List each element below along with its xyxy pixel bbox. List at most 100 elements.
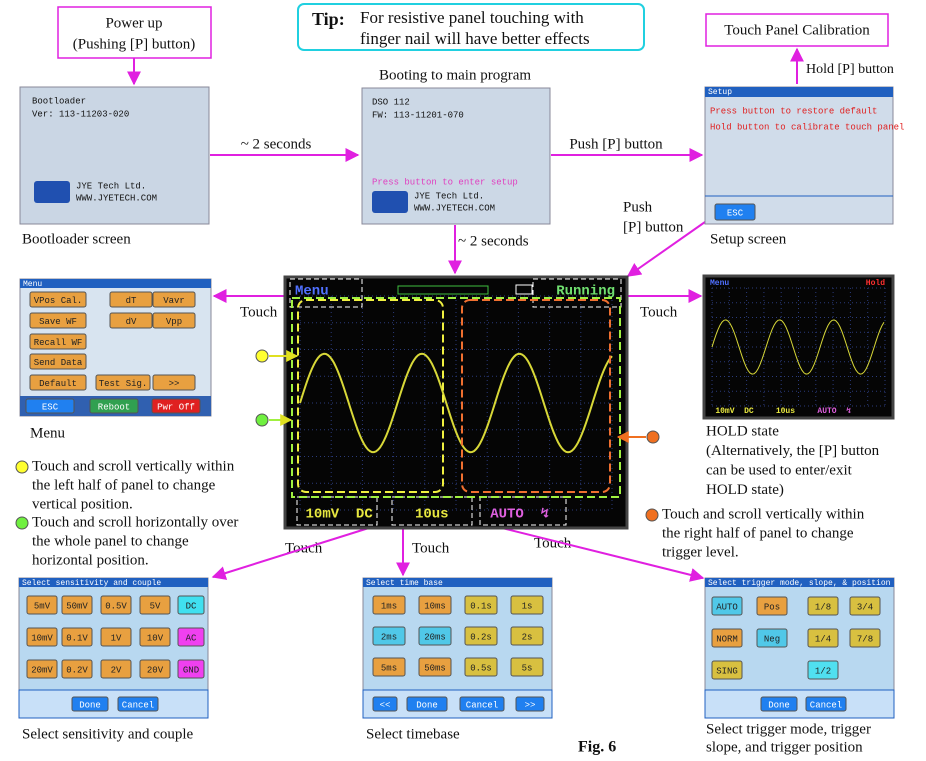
label: WWW.JYETECH.COM (414, 203, 495, 213)
button-label: 1/8 (815, 602, 831, 612)
label: Hold (866, 279, 885, 288)
button-label: Done (79, 700, 101, 710)
button-label: 1/4 (815, 634, 831, 644)
label: Fig. 6 (578, 739, 616, 756)
button-label: 20mV (31, 665, 53, 675)
button-label: 50mV (66, 601, 88, 611)
button-label: Done (768, 700, 790, 710)
figure: Tip: For resistive panel touching with fin… (0, 0, 926, 761)
button-label: 0.5V (105, 601, 127, 611)
button-label: dV (126, 317, 137, 327)
green-dot (256, 414, 268, 426)
label: the right half of panel to change (662, 525, 854, 541)
label: Touch and scroll vertically within (32, 458, 235, 474)
label: vertical position. (32, 496, 133, 512)
button-label: 5mV (34, 601, 51, 611)
orange-dot (647, 431, 659, 443)
button-label: 0.2V (66, 665, 88, 675)
button-label: Neg (764, 634, 780, 644)
label: Touch (412, 540, 450, 556)
label: Setup (708, 88, 732, 97)
label: Setup screen (710, 231, 787, 247)
button-label: NORM (716, 634, 738, 644)
button-label: Send Data (34, 358, 83, 368)
label: Ver: 113-11203-020 (32, 109, 129, 119)
button-label: 2s (522, 632, 533, 642)
label: Press button to restore default (710, 106, 877, 116)
label: Select trigger mode, trigger (706, 721, 871, 737)
label: slope, and trigger position (706, 739, 863, 755)
label: can be used to enter/exit (706, 462, 853, 478)
label: DSO 112 (372, 97, 410, 107)
button-label: 20V (147, 665, 164, 675)
label: Menu (710, 279, 729, 288)
green-dot (16, 517, 28, 529)
button-label: 0.1V (66, 633, 88, 643)
orange-dot (646, 509, 658, 521)
label: 10mV DC (715, 407, 754, 416)
button-label: 10V (147, 633, 164, 643)
label: Tip: (312, 9, 345, 29)
label: Push (623, 199, 653, 215)
label: Select timebase (366, 726, 460, 742)
button-label: 10mV (31, 633, 53, 643)
label: ~ 2 seconds (458, 233, 529, 249)
button-label: << (380, 700, 391, 710)
arrow (213, 527, 372, 577)
label: Hold button to calibrate touch panel (710, 122, 904, 132)
label: FW: 113-11201-070 (372, 110, 464, 120)
label: Touch Panel Calibration (724, 22, 870, 38)
button-label: VPos Cal. (34, 296, 83, 306)
label: JYE Tech Ltd. (414, 191, 484, 201)
label: trigger level. (662, 544, 739, 560)
button-label: 1ms (381, 601, 397, 611)
button-label: 5V (150, 601, 161, 611)
button-label: 50ms (424, 663, 446, 673)
button-label: 1/2 (815, 666, 831, 676)
button-label: ESC (727, 208, 744, 218)
button-label: 3/4 (857, 602, 873, 612)
button-label: Vavr (163, 296, 185, 306)
label: ~ 2 seconds (241, 136, 312, 152)
label: Press button to enter setup (372, 177, 518, 187)
label: Touch and scroll vertically within (662, 506, 865, 522)
button-label: 0.5s (470, 663, 492, 673)
bottom-bar (705, 690, 894, 718)
bootloader-screen (20, 87, 209, 224)
button-label: Default (39, 379, 77, 389)
bottom-bar (19, 690, 208, 718)
button-label: >> (525, 700, 536, 710)
label: the whole panel to change (32, 533, 189, 549)
label: AUTO ↯ (490, 507, 549, 523)
button-label: Done (416, 700, 438, 710)
button-label: 5ms (381, 663, 397, 673)
label: Touch (640, 304, 678, 320)
title-bar (20, 279, 211, 288)
button-label: dT (126, 296, 137, 306)
button-label: Cancel (122, 700, 154, 710)
button-label: 0.1s (470, 601, 492, 611)
button-label: Cancel (466, 700, 498, 710)
button-label: 20ms (424, 632, 446, 642)
label: For resistive panel touching with (360, 8, 584, 27)
label: AUTO ↯ (817, 407, 851, 416)
label: Hold [P] button (806, 62, 894, 77)
button-label: Pwr Off (157, 402, 195, 412)
label: Select trigger mode, slope, & position (708, 579, 891, 588)
label: finger nail will have better effects (360, 29, 590, 48)
label: Booting to main program (379, 67, 531, 83)
button-label: 5s (522, 663, 533, 673)
yellow-dot (256, 350, 268, 362)
button-label: 10ms (424, 601, 446, 611)
button-label: GND (183, 665, 199, 675)
yellow-dot (16, 461, 28, 473)
button-label: Cancel (810, 700, 842, 710)
label: Touch and scroll horizontally over (32, 514, 238, 530)
button-label: 0.2s (470, 632, 492, 642)
button-label: 2ms (381, 632, 397, 642)
label: Select sensitivity and couple (22, 726, 194, 742)
label: JYE Tech Ltd. (76, 181, 146, 191)
label: Select time base (366, 579, 443, 588)
button-label: Reboot (98, 402, 130, 412)
button-label: Vpp (166, 317, 182, 327)
